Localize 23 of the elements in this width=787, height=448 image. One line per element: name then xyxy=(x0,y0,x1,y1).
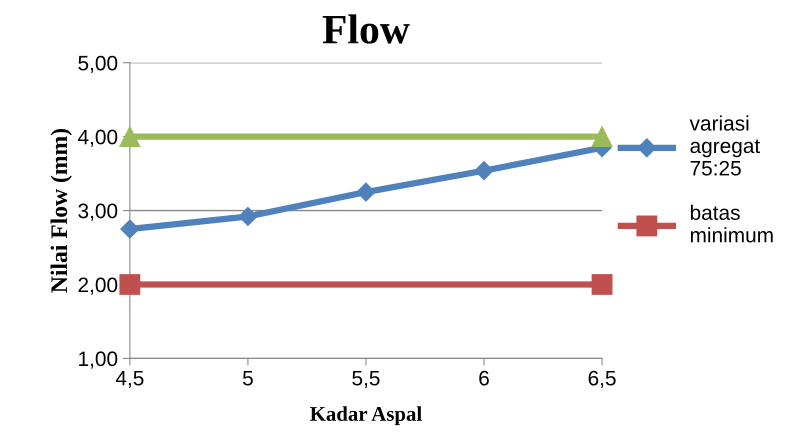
y-tick-label: 2,00 xyxy=(78,277,118,295)
x-tick-label: 4,5 xyxy=(116,370,144,388)
y-tick-label: 5,00 xyxy=(78,56,118,73)
point xyxy=(119,274,140,295)
x-tick-label: 6,5 xyxy=(588,370,616,388)
y-tick-label: 4,00 xyxy=(78,130,118,147)
x-tick-label: 5,5 xyxy=(352,370,380,388)
point xyxy=(592,126,612,148)
point xyxy=(592,274,612,295)
legend-label: batas minimum xyxy=(690,204,773,242)
x-tick-label: 5 xyxy=(242,370,253,386)
y-axis-title: Nilai Flow (mm) xyxy=(50,128,72,293)
point xyxy=(119,126,140,148)
chart-title: Flow xyxy=(322,14,410,44)
point xyxy=(474,161,494,180)
x-axis-title: Kadar Aspal xyxy=(310,406,422,426)
point xyxy=(238,206,258,226)
point xyxy=(356,182,376,202)
legend-label: variasi agregat 75:25 xyxy=(690,115,760,176)
point xyxy=(120,220,140,239)
y-tick-label: 3,00 xyxy=(78,204,118,221)
x-tick-label: 6 xyxy=(479,370,489,386)
y-tick-label: 1,00 xyxy=(79,351,118,369)
